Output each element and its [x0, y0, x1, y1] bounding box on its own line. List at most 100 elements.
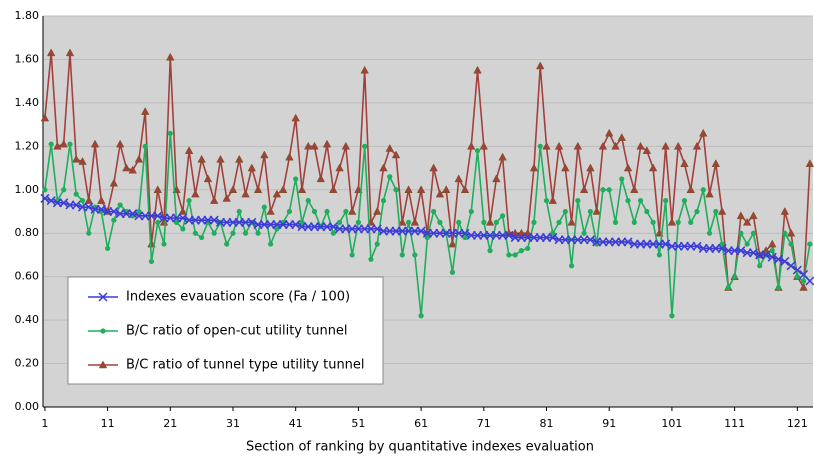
marker [59, 139, 68, 148]
marker [416, 185, 426, 194]
marker [748, 248, 758, 258]
marker [773, 254, 784, 264]
marker [418, 313, 424, 319]
marker [711, 159, 721, 167]
marker [161, 241, 167, 247]
marker [104, 245, 111, 252]
marker [468, 208, 474, 215]
marker [612, 219, 619, 225]
marker [585, 235, 595, 245]
marker [669, 313, 675, 319]
marker [40, 113, 50, 122]
marker [67, 141, 73, 147]
y-tick-label: 0.00 [15, 400, 40, 413]
marker [412, 252, 418, 258]
x-tick-label: 91 [602, 417, 616, 430]
marker [799, 283, 808, 291]
marker [328, 222, 338, 232]
series [40, 193, 814, 286]
marker [700, 187, 706, 193]
marker [322, 139, 332, 148]
marker [487, 248, 493, 254]
marker [100, 328, 106, 334]
marker [235, 154, 244, 163]
marker [178, 213, 188, 223]
marker [600, 187, 606, 193]
marker [115, 139, 125, 148]
y-tick-label: 0.40 [15, 313, 40, 326]
marker [692, 241, 702, 251]
x-tick-label: 41 [289, 417, 303, 430]
marker [84, 196, 93, 204]
marker [86, 230, 92, 236]
marker [286, 208, 293, 215]
marker [278, 185, 288, 194]
marker [109, 178, 119, 187]
marker [285, 152, 294, 161]
marker [623, 237, 633, 247]
marker [617, 133, 626, 141]
x-tick-label: 81 [540, 417, 554, 430]
marker [537, 143, 543, 149]
marker [191, 189, 200, 198]
x-axis-title: Section of ranking by quantitative index… [246, 440, 594, 455]
marker [355, 219, 361, 225]
marker [717, 243, 727, 253]
marker [587, 208, 594, 215]
marker [324, 208, 330, 215]
marker [742, 217, 752, 226]
marker [717, 206, 727, 215]
marker [542, 141, 551, 150]
marker [562, 208, 568, 215]
marker [611, 141, 620, 150]
marker [173, 219, 180, 225]
marker [380, 198, 387, 204]
marker [592, 206, 601, 215]
marker [46, 48, 56, 57]
marker [335, 163, 344, 172]
marker [648, 163, 658, 172]
marker [134, 154, 144, 163]
marker [786, 228, 796, 237]
marker [493, 219, 499, 225]
marker [184, 146, 194, 154]
marker [330, 230, 336, 236]
marker [192, 230, 198, 236]
marker [800, 278, 807, 284]
marker [449, 269, 456, 275]
marker [399, 252, 405, 258]
marker [780, 206, 790, 215]
marker [65, 48, 75, 57]
marker [53, 141, 62, 150]
marker [681, 198, 688, 204]
marker [435, 189, 445, 198]
marker [636, 141, 645, 150]
marker [128, 209, 138, 219]
marker [140, 107, 150, 115]
legend: Indexes evauation score (Fa / 100) B/C ra… [67, 276, 384, 385]
marker [260, 150, 269, 159]
marker [228, 185, 238, 194]
marker [253, 185, 263, 194]
marker [673, 141, 683, 150]
marker [429, 163, 438, 172]
y-tick-label: 0.60 [15, 270, 40, 283]
marker [473, 65, 482, 74]
x-tick-label: 51 [351, 417, 365, 430]
marker [642, 146, 652, 154]
marker [291, 113, 300, 122]
marker [667, 217, 677, 226]
marker [736, 246, 746, 256]
marker [155, 219, 161, 225]
marker [142, 143, 148, 149]
marker [573, 141, 583, 150]
marker [474, 148, 481, 154]
marker [59, 198, 69, 208]
marker [109, 206, 119, 217]
marker [98, 292, 108, 302]
marker [209, 215, 219, 225]
marker [792, 265, 802, 275]
marker [517, 228, 526, 237]
marker [625, 198, 631, 204]
marker [180, 226, 186, 232]
